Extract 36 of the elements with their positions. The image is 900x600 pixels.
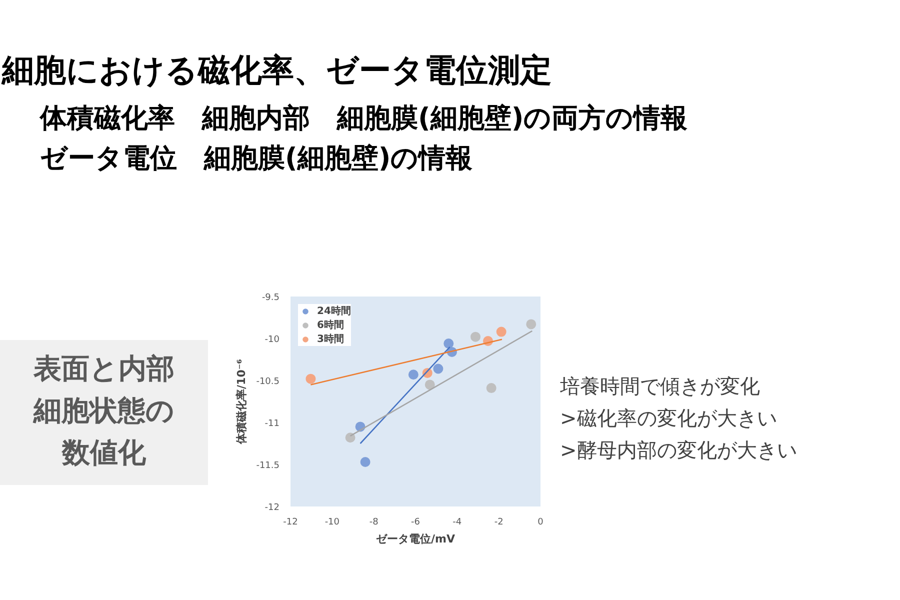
point — [526, 319, 536, 330]
y-tick-label: -11.5 — [256, 461, 280, 471]
legend-label: 3時間 — [317, 332, 344, 346]
text: 表面と内部細胞状態の数値化 — [33, 351, 175, 471]
y-tick-label: -12 — [264, 503, 280, 513]
chart-title: 細胞における磁化率、ゼータ電位測定 — [0, 50, 552, 91]
point — [306, 374, 316, 384]
x-tick-label: 0 — [538, 518, 544, 528]
chart-subtitle: 体積磁化率 細胞内部 細胞膜(細胞壁)の両方の情報 — [38, 102, 688, 136]
point — [424, 380, 435, 390]
point — [444, 338, 454, 349]
point — [470, 332, 480, 342]
point — [433, 364, 444, 374]
point — [496, 326, 506, 337]
x-tick-label: -2 — [494, 518, 504, 528]
point — [360, 456, 370, 467]
text: 培養時間で傾きが変化 — [560, 373, 761, 400]
x-tick-label: -10 — [324, 518, 340, 528]
point — [345, 432, 356, 443]
y-tick-label: -10.5 — [256, 377, 280, 387]
point — [408, 370, 418, 380]
point — [486, 383, 496, 394]
x-tick-label: -6 — [411, 518, 420, 528]
text: >磁化率の変化が大きい — [560, 405, 778, 432]
legend-label: 24時間 — [317, 304, 351, 318]
y-tick-label: -9.5 — [262, 293, 280, 303]
x-tick-label: -8 — [369, 518, 379, 528]
legend-label: 6時間 — [317, 318, 344, 332]
x-tick-label: -4 — [452, 518, 462, 528]
y-tick-label: -10 — [264, 335, 280, 345]
x-axis-title: ゼータ電位/mV — [376, 532, 456, 546]
y-axis-title: 体積磁化率/10⁻⁶ — [235, 358, 248, 445]
y-tick-label: -11 — [264, 419, 280, 429]
text: ゼータ電位 細胞膜(細胞壁)の情報 — [40, 143, 473, 174]
text: >酵母内部の変化が大きい — [560, 437, 797, 464]
x-tick-label: -12 — [283, 518, 298, 528]
